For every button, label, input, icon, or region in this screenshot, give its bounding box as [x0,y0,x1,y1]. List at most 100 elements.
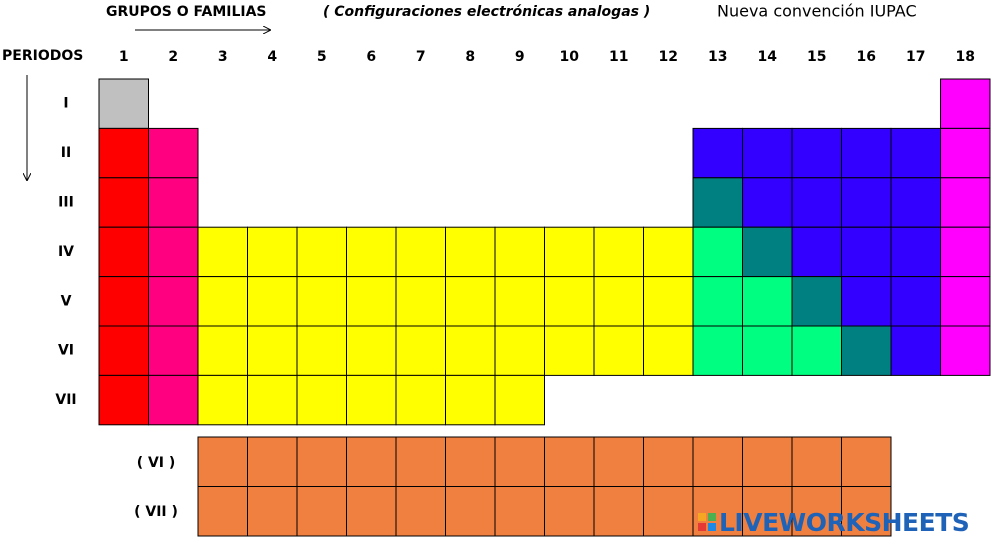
groups-title: GRUPOS O FAMILIAS [106,4,267,20]
element-cell [692,226,743,278]
logo-square [698,513,706,521]
period-label: VI [58,343,74,359]
inner-transition-cell [643,486,694,537]
element-cell [692,127,743,179]
element-cell [841,226,892,278]
element-cell [197,226,248,278]
inner-transition-cell [593,436,644,487]
inner-transition-cell [544,436,595,487]
inner-transition-cell [544,486,595,537]
logo-square [708,523,716,531]
group-number: 7 [416,49,426,65]
inner-transition-cell [643,436,694,487]
element-cell [346,276,397,327]
element-cell [940,325,991,376]
element-cell [841,325,892,376]
inner-transition-cell [247,436,298,487]
element-cell [494,226,545,278]
group-number: 3 [218,49,228,65]
element-cell [296,325,347,376]
element-cell [643,226,694,278]
inner-transition-cell [692,486,743,537]
element-cell [742,226,793,278]
element-cell [890,127,941,179]
element-cell [346,325,397,376]
logo-square [708,513,716,521]
period-label: VII [55,392,76,408]
element-cell [148,177,199,228]
inner-transition-cell [296,436,347,487]
group-number: 6 [366,49,376,65]
element-cell [494,276,545,327]
element-cell [148,226,199,278]
element-cell [98,127,149,179]
element-cell [841,276,892,327]
element-cell [445,276,496,327]
inner-transition-cell [841,486,892,537]
element-cell [940,276,991,327]
element-cell [346,226,397,278]
element-cell [791,177,842,228]
group-number: 11 [609,49,628,65]
inner-transition-cell [346,486,397,537]
group-number: 10 [560,49,580,65]
group-number: 8 [465,49,475,65]
element-cell [148,325,199,376]
element-cell [544,276,595,327]
element-cell [197,325,248,376]
element-cell [247,325,298,376]
inner-transition-cell [197,436,248,487]
inner-transition-cell [742,436,793,487]
inner-period-label: ( VI ) [137,455,176,471]
element-cell [940,78,991,129]
inner-transition-cell [494,436,545,487]
element-cell [98,374,149,426]
group-number: 18 [956,49,975,65]
group-number: 17 [906,49,925,65]
element-cell [395,325,446,376]
group-number: 4 [267,49,277,65]
inner-transition-cell [247,486,298,537]
subtitle: ( Configuraciones electrónicas analogas … [323,4,650,20]
element-cell [791,127,842,179]
element-cell [445,226,496,278]
element-cell [692,276,743,327]
element-cell [98,226,149,278]
element-cell [98,78,149,129]
element-cell [197,276,248,327]
group-number: 1 [119,49,129,65]
inner-period-label: ( VII ) [134,504,178,520]
group-number: 2 [168,49,178,65]
group-number: 9 [515,49,525,65]
element-cell [692,325,743,376]
element-cell [890,177,941,228]
element-cell [841,127,892,179]
group-number: 5 [317,49,327,65]
element-cell [791,226,842,278]
inner-transition-cell [445,486,496,537]
element-cell [494,325,545,376]
inner-transition-cell [197,486,248,537]
logo-square [698,523,706,531]
element-cell [98,177,149,228]
element-cell [544,325,595,376]
inner-transition-cell [395,436,446,487]
element-cell [940,127,991,179]
inner-transition-cell [692,436,743,487]
element-cell [98,325,149,376]
element-cell [791,276,842,327]
element-cell [742,127,793,179]
element-cell [791,325,842,376]
inner-transition-cell [296,486,347,537]
element-cell [742,276,793,327]
element-cell [692,177,743,228]
element-cell [296,374,347,426]
element-cell [395,226,446,278]
element-cell [593,325,644,376]
element-cell [148,127,199,179]
element-cell [890,325,941,376]
group-number: 12 [659,49,678,65]
element-cell [445,325,496,376]
